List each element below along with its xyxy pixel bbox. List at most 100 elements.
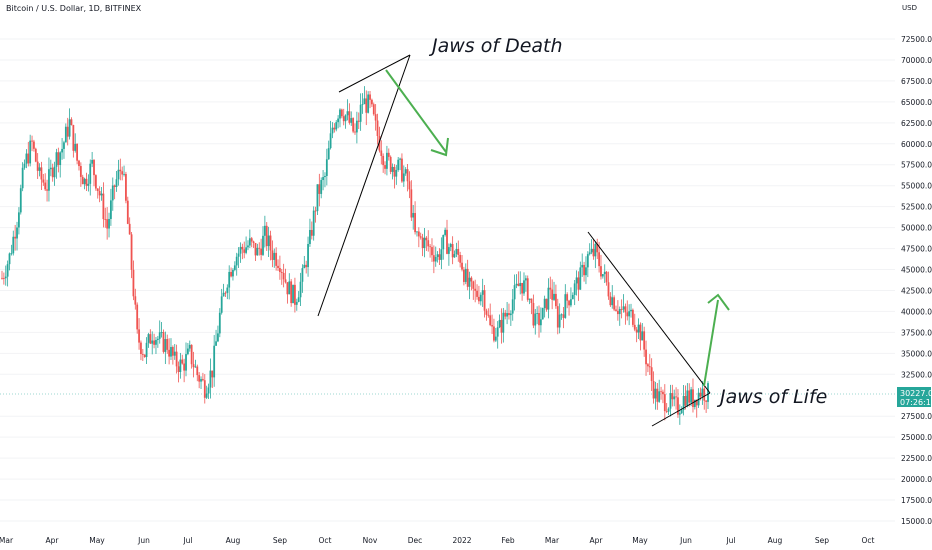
candle-down bbox=[626, 312, 629, 317]
candle-up bbox=[575, 277, 578, 284]
candle-down bbox=[530, 298, 533, 303]
current-price-countdown: 07:26:17 bbox=[900, 398, 932, 407]
candle-up bbox=[117, 169, 120, 180]
candle-down bbox=[521, 282, 524, 294]
candle-up bbox=[53, 166, 56, 178]
candle-down bbox=[577, 277, 580, 290]
candle-down bbox=[624, 306, 627, 313]
candle-down bbox=[620, 309, 623, 310]
candle-up bbox=[89, 163, 92, 184]
candle-down bbox=[369, 94, 371, 100]
jaws-of-death-drawing[interactable] bbox=[317, 54, 449, 317]
candle-up bbox=[601, 274, 604, 277]
candle-down bbox=[78, 160, 80, 167]
candle-down bbox=[493, 326, 495, 341]
candle-down bbox=[660, 391, 662, 393]
candle-down bbox=[94, 175, 97, 189]
candle-up bbox=[288, 281, 291, 295]
candle-up bbox=[170, 347, 172, 357]
candle-down bbox=[370, 99, 373, 105]
candle-down bbox=[376, 120, 379, 137]
candle-up bbox=[622, 306, 625, 310]
candle-up bbox=[436, 254, 439, 257]
candle-up bbox=[440, 249, 443, 260]
jaws-of-life-drawing[interactable] bbox=[587, 231, 730, 427]
candle-up bbox=[263, 225, 266, 236]
x-tick-label: Nov bbox=[363, 536, 378, 545]
candle-down bbox=[143, 354, 146, 358]
candle-down bbox=[196, 366, 199, 376]
candle-down bbox=[76, 143, 79, 161]
candle-down bbox=[380, 150, 383, 156]
candle-up bbox=[29, 140, 32, 164]
candle-down bbox=[532, 302, 535, 326]
candle-up bbox=[335, 122, 338, 130]
candle-down bbox=[365, 98, 368, 113]
current-price-box bbox=[897, 387, 931, 407]
jaws-of-death-label: Jaws of Death bbox=[428, 35, 563, 57]
candle-down bbox=[419, 236, 422, 238]
y-tick-label: 17500.0 bbox=[901, 496, 932, 505]
candle-down bbox=[96, 188, 99, 192]
candle-up bbox=[327, 148, 330, 160]
candle-up bbox=[519, 282, 522, 287]
candle-down bbox=[596, 243, 599, 253]
candle-down bbox=[470, 277, 473, 282]
candle-up bbox=[91, 160, 94, 164]
candle-down bbox=[500, 319, 503, 333]
candle-up bbox=[38, 167, 41, 171]
candle-up bbox=[110, 200, 112, 219]
candle-up bbox=[217, 333, 219, 342]
candle-up bbox=[571, 294, 574, 300]
candle-up bbox=[100, 193, 103, 196]
candle-up bbox=[658, 391, 661, 402]
candle-down bbox=[487, 314, 490, 316]
candle-up bbox=[233, 265, 236, 270]
candle-down bbox=[286, 282, 289, 295]
candle-down bbox=[643, 331, 646, 350]
candle-down bbox=[202, 379, 204, 381]
candle-up bbox=[209, 370, 212, 388]
candle-up bbox=[186, 348, 189, 355]
candle-up bbox=[637, 324, 640, 333]
candle-up bbox=[509, 313, 512, 316]
candle-up bbox=[111, 185, 114, 201]
x-tick-label: Jul bbox=[725, 536, 735, 545]
candle-up bbox=[160, 332, 163, 333]
x-tick-label: 2022 bbox=[452, 536, 471, 545]
candle-down bbox=[166, 339, 169, 350]
candle-up bbox=[355, 120, 358, 133]
y-tick-label: 65000.0 bbox=[901, 98, 932, 107]
candle-up bbox=[690, 389, 693, 403]
candle-down bbox=[352, 118, 355, 132]
candle-up bbox=[164, 339, 167, 352]
x-tick-label: Dec bbox=[408, 536, 423, 545]
candle-down bbox=[650, 367, 653, 382]
candle-down bbox=[647, 364, 649, 367]
candle-down bbox=[652, 381, 655, 399]
candle-up bbox=[74, 143, 77, 151]
candle-down bbox=[592, 248, 595, 257]
candle-up bbox=[386, 152, 388, 169]
currency-label: USD bbox=[902, 4, 917, 12]
candle-up bbox=[464, 268, 467, 282]
candle-down bbox=[483, 290, 486, 311]
candle-down bbox=[609, 296, 612, 306]
candle-up bbox=[693, 399, 696, 408]
candle-up bbox=[404, 169, 407, 174]
candle-up bbox=[220, 296, 223, 313]
current-price-value: 30227.0 bbox=[900, 389, 932, 398]
candle-down bbox=[703, 388, 706, 401]
chart-title: Bitcoin / U.S. Dollar, 1D, BITFINEX bbox=[6, 4, 142, 13]
candle-up bbox=[515, 283, 518, 286]
candle-down bbox=[695, 399, 698, 406]
candle-up bbox=[541, 308, 544, 320]
candle-up bbox=[442, 234, 445, 250]
candle-down bbox=[387, 152, 390, 157]
candle-down bbox=[138, 329, 140, 343]
candle-down bbox=[474, 288, 477, 291]
candle-up bbox=[8, 253, 11, 265]
x-tick-label: Mar bbox=[0, 536, 14, 545]
candle-down bbox=[102, 193, 105, 220]
